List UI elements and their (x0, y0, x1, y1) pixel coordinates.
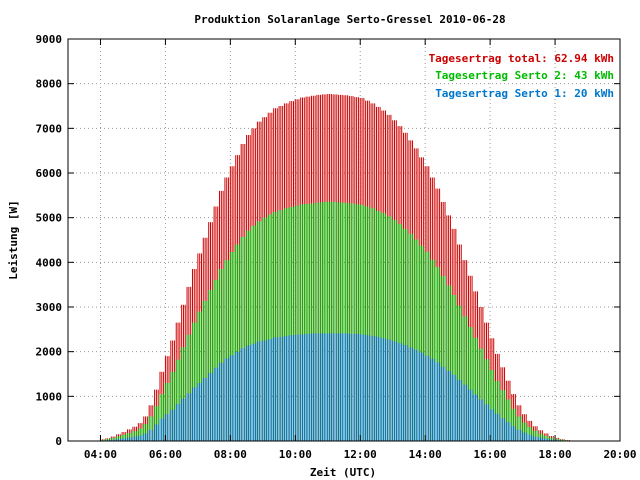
x-tick-label: 04:00 (84, 448, 117, 461)
legend-entry-serto-2: Tagesertrag Serto 2: 43 kWh (435, 69, 614, 82)
y-axis-label: Leistung [W] (7, 200, 20, 279)
x-axis-label: Zeit (UTC) (310, 466, 376, 479)
bars (94, 93, 592, 441)
x-tick-label: 20:00 (603, 448, 636, 461)
x-tick-label: 08:00 (214, 448, 247, 461)
y-tick-label: 8000 (36, 78, 63, 91)
y-tick-label: 6000 (36, 167, 63, 180)
x-tick-label: 16:00 (474, 448, 507, 461)
y-tick-label: 3000 (36, 301, 63, 314)
x-tick-label: 10:00 (279, 448, 312, 461)
legend: Tagesertrag total: 62.94 kWh Tagesertrag… (429, 52, 614, 100)
x-tick-label: 18:00 (538, 448, 571, 461)
x-tick-label: 12:00 (344, 448, 377, 461)
legend-entry-serto-1: Tagesertrag Serto 1: 20 kWh (435, 87, 614, 100)
y-tick-label: 5000 (36, 212, 63, 225)
y-tick-label: 9000 (36, 33, 63, 46)
y-tick-label: 4000 (36, 256, 63, 269)
x-axis: 04:00 06:00 08:00 10:00 12:00 14:00 16:00 18:00… (84, 39, 637, 461)
y-tick-label: 0 (55, 435, 62, 448)
series-3 (94, 333, 592, 441)
y-tick-label: 2000 (36, 346, 63, 359)
chart-title: Produktion Solaranlage Serto-Gressel 201… (194, 13, 505, 26)
y-tick-label: 7000 (36, 122, 63, 135)
x-tick-label: 06:00 (149, 448, 182, 461)
plot-frame (67, 38, 621, 442)
legend-entry-total: Tagesertrag total: 62.94 kWh (429, 52, 614, 65)
y-tick-label: 1000 (36, 390, 63, 403)
y-axis: 0 1000 2000 3000 4000 5000 6000 7000 8000 9000 (36, 33, 620, 448)
x-tick-label: 14:00 (409, 448, 442, 461)
